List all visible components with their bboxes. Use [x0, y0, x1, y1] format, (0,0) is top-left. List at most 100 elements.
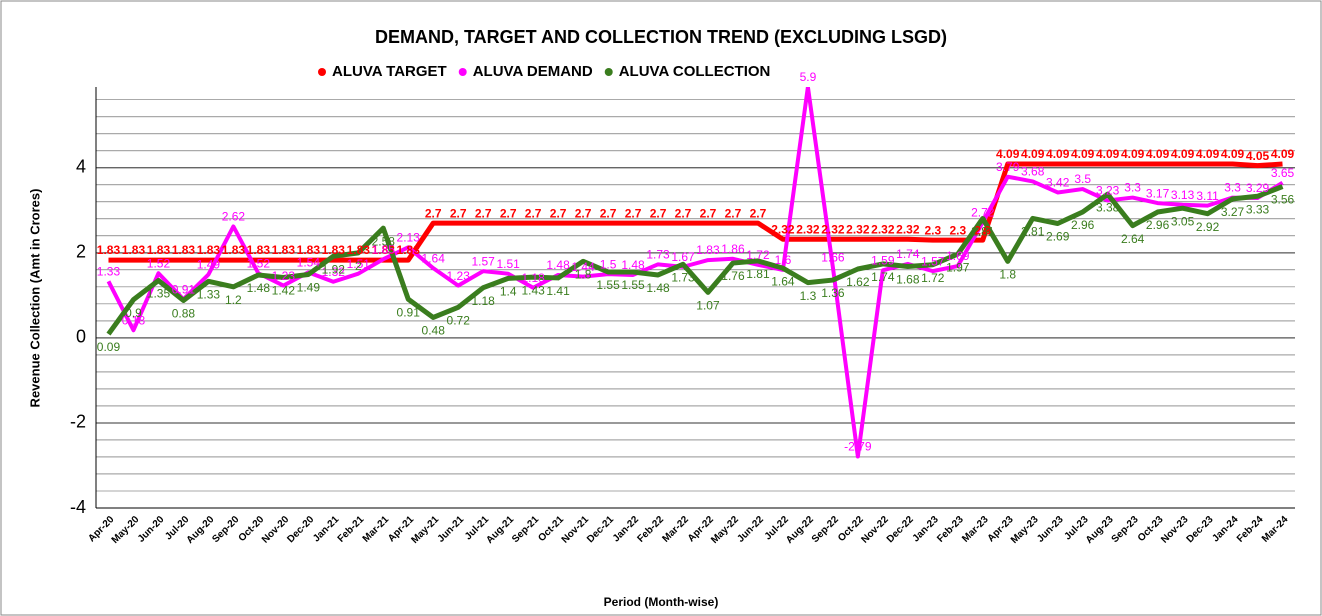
- y-tick-label: -4: [70, 497, 86, 517]
- data-label: 1.32: [322, 265, 346, 279]
- data-label: 1.59: [871, 253, 895, 267]
- data-label: 3.56: [1271, 193, 1295, 207]
- data-label: 0.18: [122, 313, 146, 327]
- data-label: 1.74: [871, 270, 895, 284]
- data-label: 4.05: [1246, 149, 1270, 163]
- data-label: 2.81: [971, 225, 995, 239]
- data-label: 1.23: [447, 269, 471, 283]
- data-label: 2.7: [425, 206, 442, 220]
- data-label: 1.6: [775, 253, 792, 267]
- data-label: 2.32: [896, 222, 920, 236]
- data-label: 3.68: [1021, 165, 1045, 179]
- y-tick-label: 2: [76, 242, 86, 262]
- data-label: 1.64: [422, 251, 446, 265]
- data-label: 2.7: [650, 206, 667, 220]
- legend-label: ALUVA TARGET: [332, 63, 447, 80]
- data-label: 1.49: [197, 258, 221, 272]
- data-label: 0.91: [172, 282, 196, 296]
- data-label: 1.33: [197, 288, 221, 302]
- data-label: 2.7: [600, 206, 617, 220]
- data-label: 0.91: [397, 305, 421, 319]
- data-label: 2.7: [675, 206, 692, 220]
- data-label: 1.4: [500, 285, 517, 299]
- data-label: 1.83: [322, 243, 346, 257]
- data-label: 4.09: [1271, 147, 1295, 161]
- data-label: 2.32: [846, 222, 870, 236]
- legend-label: ALUVA DEMAND: [473, 63, 593, 80]
- data-label: 2.96: [1071, 218, 1095, 232]
- data-label: 1.86: [721, 242, 745, 256]
- data-label: 2.69: [1046, 230, 1070, 244]
- data-label: 2: [355, 259, 362, 273]
- data-label: 2.3: [974, 223, 991, 237]
- legend: ALUVA TARGET ALUVA DEMAND ALUVA COLLECTION: [318, 63, 770, 80]
- data-label: 1.43: [521, 283, 545, 297]
- data-label: 1.35: [147, 287, 171, 301]
- data-label: 1.3: [800, 289, 817, 303]
- data-label: 4.09: [996, 147, 1020, 161]
- data-label: 4.09: [1171, 147, 1195, 161]
- data-label: 3.42: [1046, 176, 1070, 190]
- data-label: 4.09: [1096, 147, 1120, 161]
- data-label: 0.48: [422, 324, 446, 338]
- plot-area: [106, 87, 1284, 459]
- data-label: 2.62: [222, 210, 246, 224]
- data-label: 1.54: [297, 256, 321, 270]
- data-label: 4.09: [1046, 147, 1070, 161]
- data-label: 1.92: [322, 262, 346, 276]
- data-label: 2.92: [1196, 220, 1220, 234]
- data-label: 2.7: [500, 206, 517, 220]
- data-label: 1.57: [921, 254, 945, 268]
- data-label: 2.64: [1121, 232, 1145, 246]
- data-label: 1.49: [297, 281, 321, 295]
- x-axis-label: Period (Month-wise): [604, 595, 719, 609]
- data-label: 1.07: [696, 299, 720, 313]
- data-label: 1.72: [746, 248, 770, 262]
- data-label: 4.09: [1121, 147, 1145, 161]
- data-label: 3.3: [1124, 181, 1141, 195]
- data-label: 1.83: [372, 243, 396, 257]
- data-label: 1.83: [172, 243, 196, 257]
- data-label: 3.13: [1171, 188, 1195, 202]
- data-label: 1.5: [600, 257, 617, 271]
- data-label: 3.17: [1146, 186, 1170, 200]
- data-label: 4.09: [1021, 147, 1045, 161]
- data-label: 1.83: [247, 243, 271, 257]
- data-label: 1.48: [621, 258, 645, 272]
- data-label: 1.67: [671, 250, 695, 264]
- data-label: 2.32: [821, 222, 845, 236]
- data-label: 2.3: [949, 223, 966, 237]
- data-label: 1.64: [771, 274, 795, 288]
- data-label: -2.79: [844, 440, 872, 454]
- data-label: 1.83: [696, 243, 720, 257]
- data-label: 3.29: [1246, 181, 1270, 195]
- data-label: 1.55: [596, 278, 620, 292]
- data-label: 1.8: [999, 268, 1016, 282]
- data-label: 2.7: [475, 206, 492, 220]
- data-label: 4.09: [1196, 147, 1220, 161]
- data-label: 1.83: [222, 243, 246, 257]
- data-label: 2.7: [525, 206, 542, 220]
- data-label: 3.05: [1171, 214, 1195, 228]
- data-label: 1.66: [821, 250, 845, 264]
- data-label: 1.69: [946, 249, 970, 263]
- data-label: 1.74: [896, 247, 920, 261]
- data-label: 2.72: [971, 205, 995, 219]
- data-label: 1.73: [646, 248, 670, 262]
- series-line: [108, 161, 1283, 263]
- legend-marker: [604, 68, 613, 76]
- data-label: 1.68: [896, 273, 920, 287]
- data-label: 2.13: [397, 230, 421, 244]
- data-label: 2.58: [372, 234, 396, 248]
- data-label: 1.51: [347, 257, 371, 271]
- legend-marker: [458, 68, 467, 76]
- data-label: 2.7: [700, 206, 717, 220]
- data-label: 1.73: [671, 271, 695, 285]
- data-label: 2.32: [796, 222, 820, 236]
- data-label: 1.85: [372, 242, 396, 256]
- data-label: 1.83: [297, 243, 321, 257]
- data-label: 0.9: [125, 306, 142, 320]
- data-label: 4.09: [1221, 147, 1245, 161]
- data-label: 1.62: [846, 275, 870, 289]
- y-axis-label: Revenue Collection (Amt in Crores): [27, 189, 42, 408]
